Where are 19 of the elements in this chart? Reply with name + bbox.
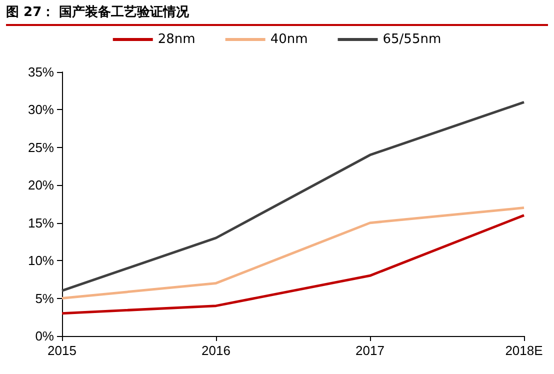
- x-tick-label: 2018E: [505, 343, 544, 358]
- y-tick-label: 35%: [28, 64, 54, 80]
- y-tick-label: 0%: [35, 328, 54, 344]
- x-tick-label: 2015: [48, 343, 76, 358]
- chart-title: 图 27： 国产装备工艺验证情况: [6, 2, 548, 26]
- legend-label: 40nm: [270, 32, 308, 47]
- y-tick-label: 5%: [35, 290, 54, 306]
- legend-label: 65/55nm: [382, 32, 442, 47]
- line-series: [60, 214, 526, 315]
- y-tick-label: 30%: [28, 102, 54, 118]
- line-series: [60, 100, 526, 292]
- x-tick-label: 2017: [356, 343, 384, 358]
- y-tick-label: 10%: [28, 253, 54, 268]
- y-tick-label: 20%: [28, 178, 54, 193]
- y-tick-label: 25%: [28, 140, 54, 155]
- legend-label: 28nm: [158, 32, 196, 47]
- x-tick-label: 2016: [202, 343, 230, 358]
- line-series: [60, 206, 526, 300]
- y-tick-label: 15%: [28, 215, 54, 230]
